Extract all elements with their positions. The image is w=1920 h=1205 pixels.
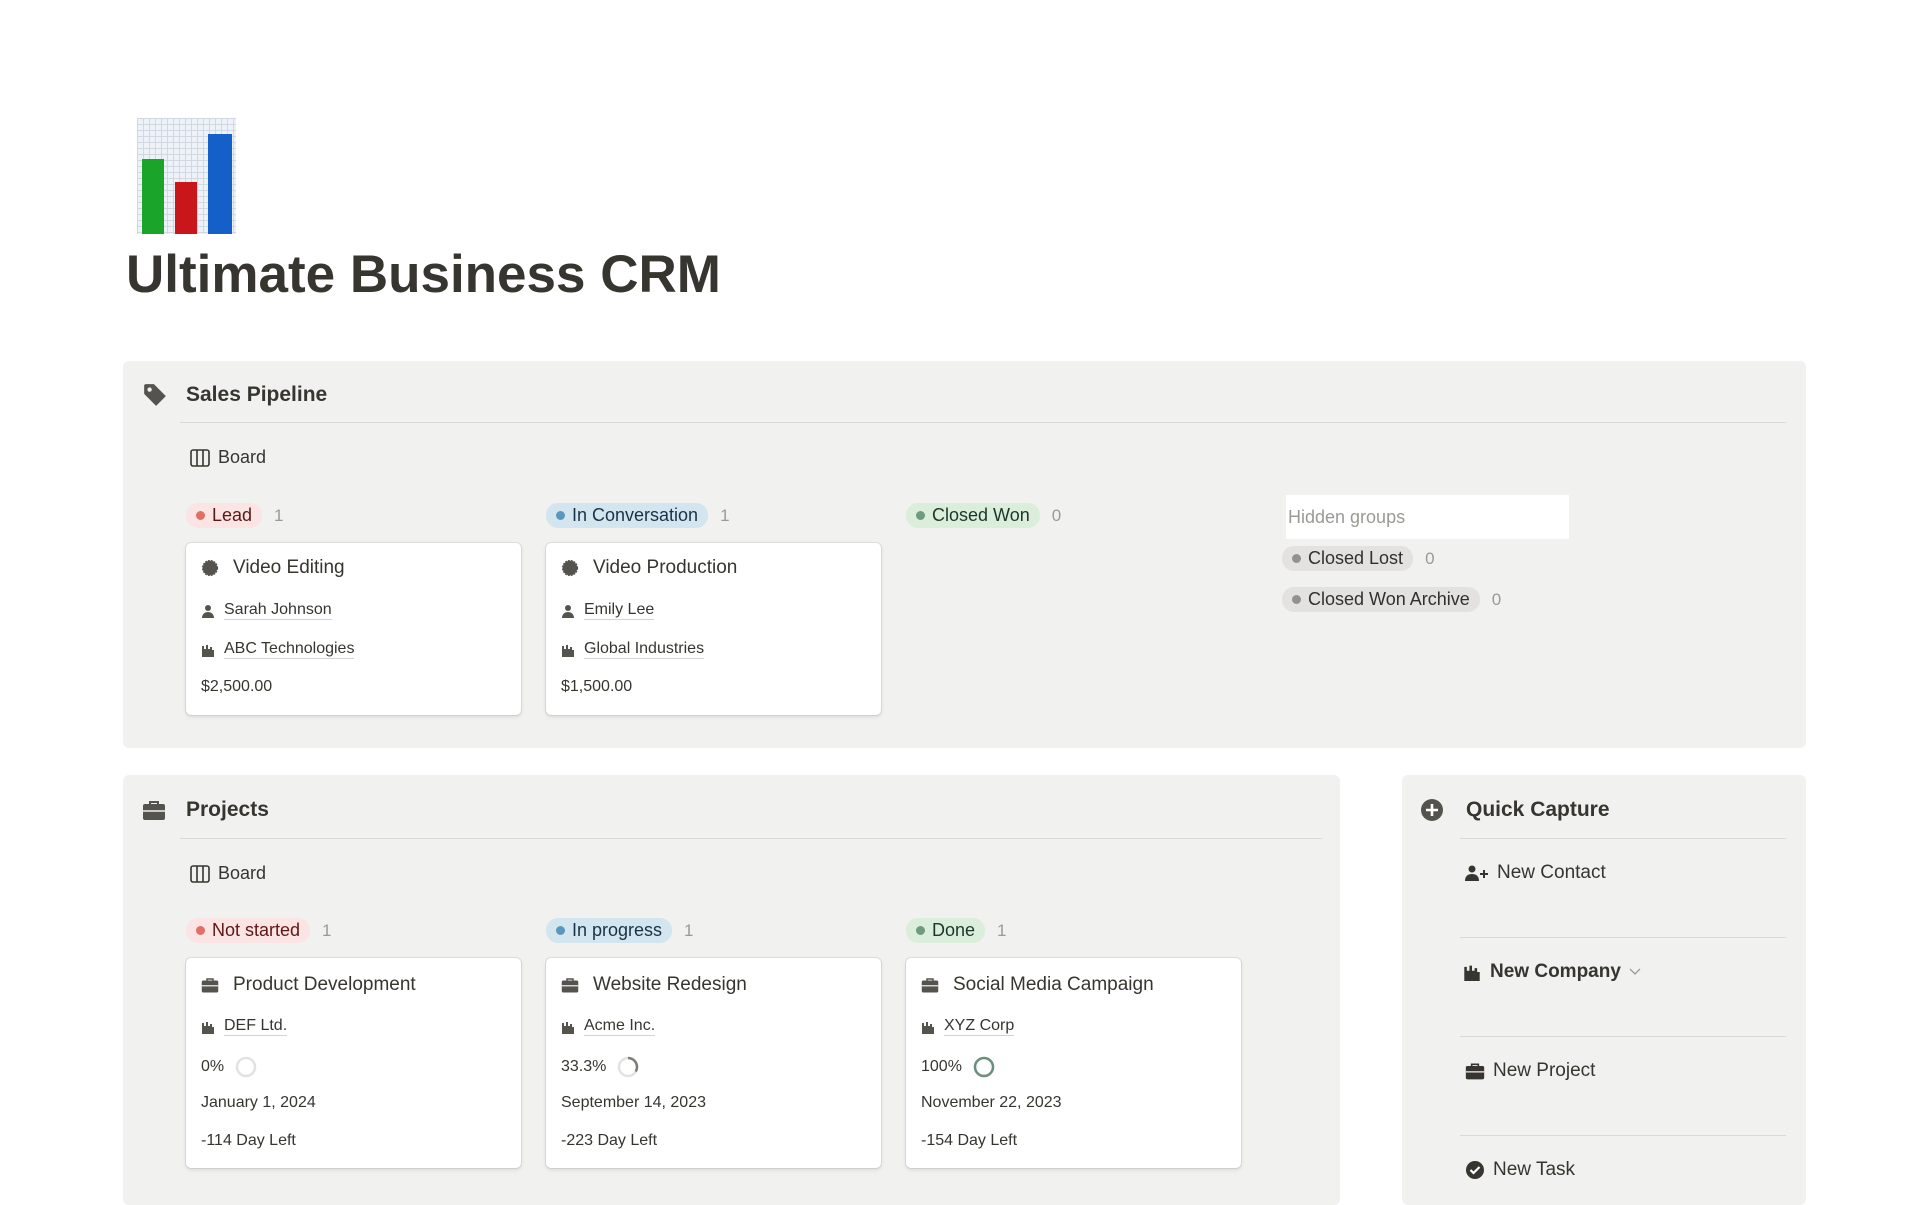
building-icon — [1464, 965, 1480, 981]
group-not-started[interactable]: Not started 1 — [186, 918, 332, 943]
quick-capture-header: Quick Capture — [1420, 798, 1610, 822]
plus-circle-icon — [1421, 799, 1443, 821]
building-icon — [562, 644, 574, 657]
page-icon — [137, 118, 236, 234]
page-title: Ultimate Business CRM — [126, 245, 721, 304]
board-icon — [190, 864, 210, 883]
hidden-groups-label: Hidden groups — [1286, 495, 1569, 539]
tag-icon — [144, 384, 166, 406]
briefcase-icon — [1465, 1063, 1485, 1080]
building-icon — [202, 644, 214, 657]
sales-pipeline-header[interactable]: Sales Pipeline — [142, 382, 327, 408]
divider — [1460, 838, 1786, 839]
group-done[interactable]: Done 1 — [906, 918, 1007, 943]
building-icon — [922, 1021, 934, 1034]
new-project-button[interactable]: New Project — [1465, 1060, 1595, 1082]
company-link[interactable]: Global Industries — [584, 640, 705, 659]
deal-card[interactable]: Video Editing Sarah Johnson ABC Technolo… — [186, 543, 521, 715]
divider — [1460, 1135, 1786, 1136]
contact-link[interactable]: Sarah Johnson — [224, 601, 332, 620]
quick-capture-panel — [1402, 775, 1806, 1205]
progress-ring — [235, 1056, 257, 1078]
divider — [1460, 937, 1786, 938]
project-card[interactable]: Product Development DEF Ltd. 0% January … — [186, 958, 521, 1168]
person-add-icon — [1465, 865, 1488, 881]
building-icon — [202, 1021, 214, 1034]
building-icon — [562, 1021, 574, 1034]
new-task-button[interactable]: New Task — [1465, 1159, 1575, 1181]
briefcase-icon — [921, 978, 939, 993]
check-circle-icon — [1466, 1161, 1484, 1179]
group-lead[interactable]: Lead 1 — [186, 503, 284, 528]
briefcase-icon — [143, 801, 165, 820]
project-card[interactable]: Website Redesign Acme Inc. 33.3% Septemb… — [546, 958, 881, 1168]
hidden-group-closed-lost[interactable]: Closed Lost 0 — [1282, 546, 1435, 571]
divider — [180, 422, 1786, 423]
group-in-progress[interactable]: In progress 1 — [546, 918, 694, 943]
company-link[interactable]: ABC Technologies — [224, 640, 355, 659]
board-icon — [190, 448, 210, 467]
project-card[interactable]: Social Media Campaign XYZ Corp 100% Nove… — [906, 958, 1241, 1168]
new-contact-button[interactable]: New Contact — [1465, 862, 1606, 884]
company-link[interactable]: Acme Inc. — [584, 1017, 656, 1036]
group-in-conversation[interactable]: In Conversation 1 — [546, 503, 730, 528]
progress-ring — [973, 1056, 995, 1078]
hidden-group-closed-won-archive[interactable]: Closed Won Archive 0 — [1282, 587, 1501, 612]
badge-icon — [561, 559, 579, 577]
progress-ring — [618, 1056, 639, 1078]
board-view-tab[interactable]: Board — [190, 863, 266, 884]
board-view-tab[interactable]: Board — [190, 447, 266, 468]
group-closed-won[interactable]: Closed Won 0 — [906, 503, 1061, 528]
briefcase-icon — [201, 978, 219, 993]
chevron-down-icon[interactable] — [1629, 968, 1641, 976]
person-icon — [202, 604, 214, 618]
briefcase-icon — [561, 978, 579, 993]
badge-icon — [201, 559, 219, 577]
divider — [180, 838, 1322, 839]
company-link[interactable]: XYZ Corp — [944, 1017, 1015, 1036]
contact-link[interactable]: Emily Lee — [584, 601, 655, 620]
deal-card[interactable]: Video Production Emily Lee Global Indust… — [546, 543, 881, 715]
person-icon — [562, 604, 574, 618]
divider — [1460, 1036, 1786, 1037]
new-company-button[interactable]: New Company — [1462, 961, 1641, 983]
projects-header[interactable]: Projects — [142, 798, 269, 822]
company-link[interactable]: DEF Ltd. — [224, 1017, 288, 1036]
